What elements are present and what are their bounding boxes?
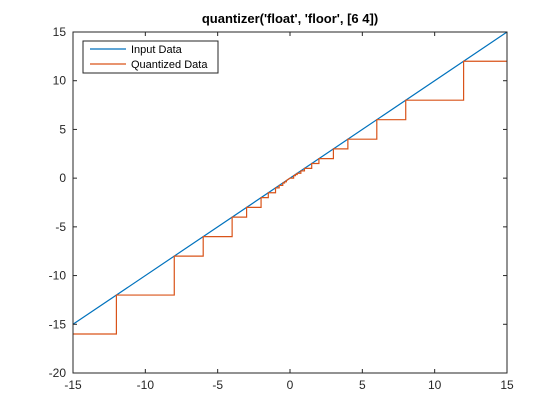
plot-area: [73, 32, 507, 373]
y-tick-label: 15: [53, 25, 67, 39]
x-tick-label: 10: [428, 378, 442, 392]
x-tick-label: 15: [500, 378, 514, 392]
y-axis: -20 -15 -10 -5 0 5 10 15: [49, 25, 507, 380]
legend-box: [82, 40, 219, 74]
x-tick-label: -15: [64, 378, 82, 392]
y-tick-label: -20: [49, 366, 67, 380]
y-tick-label: 0: [59, 171, 66, 185]
y-tick-label: -15: [49, 317, 67, 331]
x-tick-label: -5: [212, 378, 223, 392]
legend-label-input-data: Input Data: [131, 44, 183, 56]
y-tick-label: -10: [49, 269, 67, 283]
y-tick-label: 5: [59, 122, 66, 136]
x-tick-label: 0: [287, 378, 294, 392]
x-tick-label: -10: [137, 378, 155, 392]
legend: Input Data Quantized Data: [82, 40, 219, 74]
x-axis: -15 -10 -5 0 5 10 15: [64, 32, 514, 392]
y-tick-label: 10: [53, 74, 67, 88]
x-tick-label: 5: [359, 378, 366, 392]
series-layer: [72, 31, 508, 335]
y-tick-label: -5: [55, 220, 66, 234]
legend-label-quantized-data: Quantized Data: [131, 59, 208, 71]
series-line-quantized-data: [73, 60, 507, 335]
chart-title: quantizer('float', 'floor', [6 4]): [202, 11, 378, 26]
